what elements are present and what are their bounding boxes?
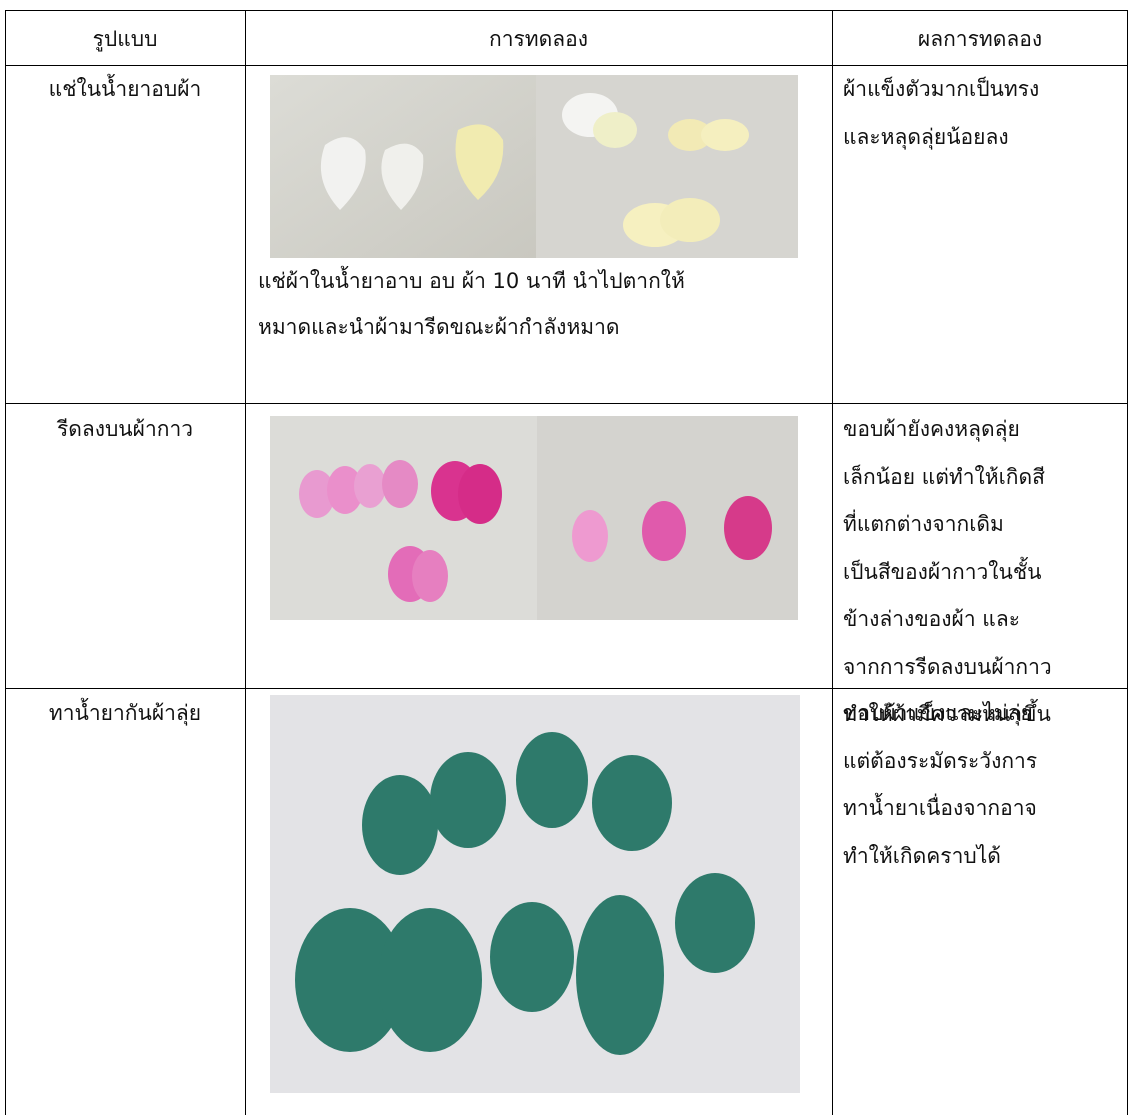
format-cell: ทาน้ำยากันผ้าลุ่ย bbox=[48, 701, 202, 725]
result-line: และหลุดลุ่ยน้อยลง bbox=[843, 124, 1009, 149]
border bbox=[5, 688, 1128, 689]
caption: หมาดและนำผ้ามารีดขณะผ้ากำลังหมาด bbox=[258, 315, 620, 339]
result-line: ทำให้ผ้ามีความหนาขึ้น bbox=[843, 702, 1051, 726]
result-line: ข้างล่างของผ้า และ bbox=[843, 607, 1020, 631]
result-line: ขอบผ้ายังคงหลุดลุ่ย bbox=[843, 417, 1020, 441]
result-line: ทาน้ำยาเนื่องจากอาจ bbox=[843, 796, 1037, 820]
result-line: ที่แตกต่างจากเดิม bbox=[843, 512, 1004, 536]
photo bbox=[270, 75, 798, 258]
result-line: เป็นสีของผ้ากาวในชั้น bbox=[843, 559, 1042, 584]
border bbox=[5, 10, 6, 1115]
border bbox=[5, 65, 1128, 66]
format-cell: รีดลงบนผ้ากาว bbox=[56, 417, 194, 441]
header-cell: รูปแบบ bbox=[92, 27, 158, 51]
border bbox=[5, 403, 1128, 404]
border bbox=[1127, 10, 1128, 1115]
result-line: จากการรีดลงบนผ้ากาว bbox=[843, 654, 1052, 679]
header-cell: ผลการทดลอง bbox=[917, 27, 1043, 51]
result-line: ทำให้เกิดคราบได้ bbox=[843, 843, 1001, 868]
caption: แช่ผ้าในน้ำยาอาบ อบ ผ้า 10 นาที นำไปตากใ… bbox=[258, 269, 685, 293]
border bbox=[832, 10, 833, 1115]
photo bbox=[270, 416, 798, 620]
result-line: แต่ต้องระมัดระวังการ bbox=[843, 748, 1038, 773]
photo bbox=[270, 695, 800, 1093]
result-line: ขอบผ้าแข็งและไม่ลุ่ย bbox=[843, 701, 1033, 725]
format-cell: แช่ในน้ำยาอบผ้า bbox=[48, 77, 202, 101]
border bbox=[245, 10, 246, 1115]
result-line: ผ้าแข็งตัวมากเป็นทรง bbox=[843, 77, 1040, 101]
border bbox=[5, 10, 1128, 11]
result-line: เล็กน้อย แต่ทำให้เกิดสี bbox=[843, 464, 1045, 489]
header-cell: การทดลอง bbox=[488, 27, 588, 51]
